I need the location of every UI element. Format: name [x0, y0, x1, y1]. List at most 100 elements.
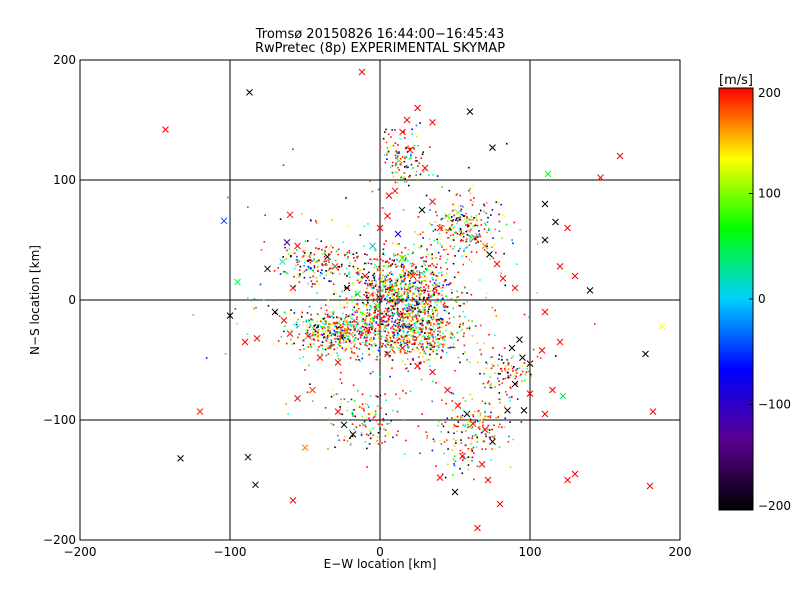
data-point-dot	[327, 339, 329, 341]
data-point-dot	[375, 258, 377, 261]
data-point-dot	[369, 395, 372, 397]
data-point-dot	[523, 362, 526, 364]
data-point-dot	[324, 264, 327, 266]
data-point-dot	[455, 296, 458, 299]
data-point-dot	[394, 154, 397, 157]
data-point-dot	[320, 307, 322, 309]
data-point-dot	[485, 361, 488, 364]
data-point-dot	[373, 266, 375, 269]
data-point-dot	[347, 346, 350, 349]
data-point-dot	[393, 337, 395, 339]
data-point-dot	[429, 290, 432, 293]
data-point-dot	[381, 312, 384, 315]
data-point-dot	[417, 348, 420, 351]
data-point-dot	[395, 282, 397, 284]
data-point-dot	[366, 324, 369, 326]
data-point-dot	[461, 213, 463, 216]
data-point-dot	[365, 305, 367, 308]
data-point-dot	[390, 279, 393, 282]
data-point-dot	[366, 312, 369, 314]
data-point-dot	[427, 335, 430, 338]
data-point-dot	[330, 348, 332, 350]
data-point-dot	[317, 332, 319, 334]
data-point-dot	[278, 315, 281, 317]
data-point-dot	[282, 270, 285, 273]
data-point-dot	[380, 258, 382, 261]
data-point-dot	[515, 375, 517, 378]
data-point-dot	[391, 289, 394, 291]
data-point-dot	[425, 346, 428, 349]
data-point-dot	[397, 290, 400, 293]
data-point-dot	[497, 202, 500, 204]
data-point-dot	[309, 323, 311, 326]
data-point-dot	[346, 299, 348, 302]
data-point-dot	[306, 240, 309, 242]
data-point-dot	[487, 415, 490, 418]
data-point-dot	[433, 273, 435, 276]
data-point-dot	[389, 335, 391, 338]
data-point-dot	[405, 439, 407, 442]
data-point-dot	[411, 327, 414, 330]
data-point-dot	[452, 458, 455, 461]
data-point-dot	[423, 308, 425, 311]
data-point-dot	[387, 332, 390, 334]
data-point-dot	[299, 357, 301, 360]
data-point-dot	[398, 151, 400, 153]
data-point-dot	[478, 234, 481, 236]
data-point-dot	[513, 365, 515, 368]
data-point-dot	[415, 156, 417, 159]
grid-lines	[80, 60, 680, 540]
data-point-dot	[303, 348, 305, 350]
data-point-dot	[486, 245, 488, 248]
data-point-dot	[380, 310, 382, 312]
data-point-dot	[434, 228, 437, 231]
data-point-dot	[470, 293, 473, 296]
data-point-dot	[450, 219, 453, 222]
data-point-dot	[398, 315, 401, 318]
data-point-dot	[367, 434, 370, 437]
data-point-dot	[353, 345, 356, 348]
data-point-x	[481, 242, 489, 250]
data-point-dot	[367, 332, 370, 334]
data-point-x	[414, 362, 421, 370]
data-point-x	[301, 444, 309, 451]
data-point-dot	[494, 372, 496, 375]
data-point-dot	[475, 232, 477, 235]
data-point-dot	[413, 307, 416, 309]
data-point-dot	[425, 338, 428, 340]
data-point-dot	[366, 299, 369, 302]
data-point-dot	[427, 308, 430, 311]
data-point-dot	[342, 312, 344, 315]
data-point-dot	[350, 442, 352, 445]
data-point-dot	[413, 316, 416, 319]
data-point-dot	[358, 328, 361, 331]
data-point-dot	[393, 312, 396, 315]
data-point-dot	[472, 225, 475, 227]
data-point-dot	[489, 356, 492, 359]
data-point-dot	[406, 341, 409, 344]
data-point-dot	[432, 318, 435, 320]
data-point-dot	[366, 287, 368, 290]
colorbar-label: [m/s]	[719, 73, 753, 88]
data-point-dot	[389, 337, 392, 339]
data-point-dot	[448, 237, 451, 239]
data-point-dot	[446, 220, 449, 222]
data-point-dot	[399, 341, 402, 344]
data-point-dot	[310, 220, 312, 222]
data-point-dot	[462, 424, 465, 427]
data-point-dot	[260, 249, 263, 251]
data-point-dot	[429, 329, 432, 331]
data-point-dot	[343, 341, 345, 344]
data-point-dot	[360, 277, 362, 279]
data-point-dot	[509, 400, 511, 402]
data-point-dot	[433, 291, 436, 294]
data-point-dot	[395, 162, 397, 165]
data-point-dot	[434, 266, 437, 269]
data-point-dot	[339, 324, 342, 326]
data-point-dot	[343, 323, 346, 326]
data-point-dot	[359, 335, 362, 337]
data-point-dot	[361, 313, 363, 316]
data-point-dot	[316, 238, 318, 241]
chart-title-block: Tromsø 20150826 16:44:00−16:45:43 RwPret…	[255, 27, 505, 56]
data-point-dot	[440, 443, 443, 445]
